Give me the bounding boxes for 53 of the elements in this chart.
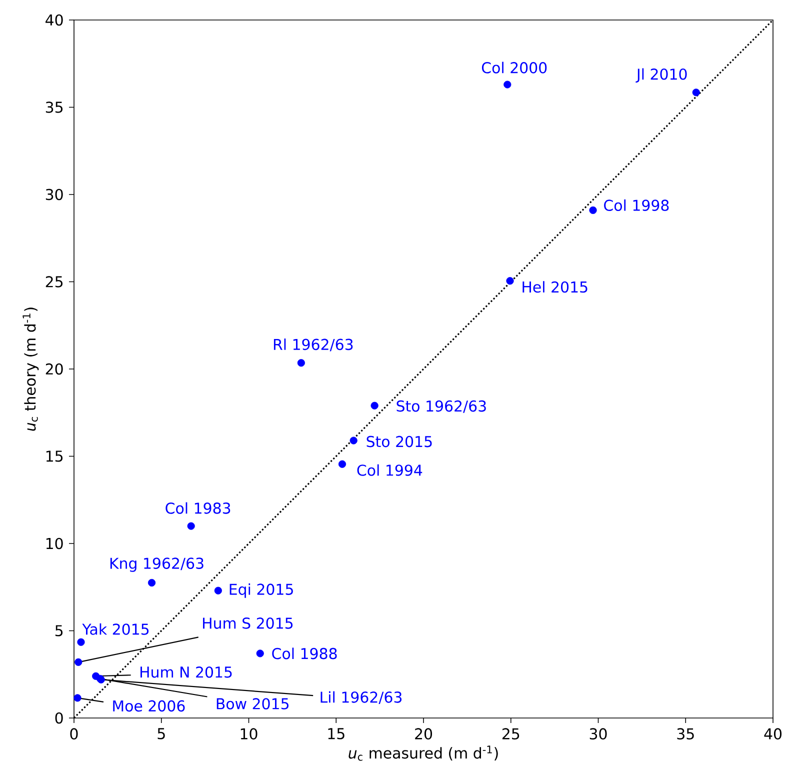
annotation: Bow 2015 — [216, 698, 288, 710]
annotation: Col 1988 — [272, 648, 337, 660]
x-tick-label: 30 — [590, 728, 607, 740]
annotation: Col 1994 — [357, 464, 422, 476]
x-axis-title: u$_{c}$ measured (m d$^{-1}$) — [348, 746, 498, 761]
annotation: Sto 2015 — [366, 436, 432, 448]
point — [504, 80, 512, 88]
x-tick-label: 10 — [240, 728, 258, 740]
point — [256, 650, 264, 658]
point — [148, 578, 156, 587]
annotation: Lil 1962/63 — [320, 691, 402, 704]
y-tick-label: 40 — [46, 14, 63, 26]
point — [506, 277, 514, 285]
x-tick-label: 25 — [502, 728, 520, 740]
x-tick-label: 0 — [70, 728, 78, 740]
x-tick-label: 20 — [415, 728, 432, 740]
y-axis-title: u$_{c}$ theory (m d$^{-1}$) — [22, 308, 39, 431]
x-tick-label: 35 — [677, 728, 694, 740]
annotation: Sto 1962/63 — [396, 400, 486, 413]
annotation: Jl 2010 — [636, 68, 687, 83]
annotation: Col 1983 — [166, 502, 230, 514]
y-tick-label: 25 — [46, 276, 63, 288]
point — [187, 522, 195, 530]
annotation: Moe 2006 — [113, 700, 185, 712]
annotation: Eqi 2015 — [230, 583, 293, 598]
annotation: Yak 2015 — [82, 623, 149, 635]
annotation: Col 1998 — [604, 199, 669, 211]
x-tick-label: 40 — [764, 728, 782, 740]
x-tick-label: 15 — [328, 728, 344, 740]
point — [77, 638, 85, 646]
y-tick-label: 35 — [46, 102, 63, 113]
point — [297, 359, 305, 367]
annotation: Rl 1962/63 — [274, 338, 353, 352]
point — [350, 436, 358, 444]
annotation: Hum N 2015 — [140, 666, 232, 678]
y-tick-label: 20 — [46, 363, 63, 375]
y-tick-label: 30 — [46, 188, 63, 200]
x-tick-label: 5 — [158, 728, 165, 740]
point — [214, 586, 222, 594]
y-tick-label: 0 — [55, 712, 63, 724]
point — [74, 694, 82, 702]
point — [370, 402, 378, 410]
annotation: Hel 2015 — [522, 281, 588, 293]
annotation: Kng 1962/63 — [110, 558, 204, 572]
point — [692, 88, 700, 96]
point — [74, 658, 82, 666]
y-tick-label: 10 — [46, 538, 63, 550]
annotation: Col 2000 — [482, 62, 547, 74]
point — [338, 460, 346, 468]
y-tick-label: 5 — [55, 625, 63, 636]
annotation: Hum S 2015 — [203, 618, 293, 629]
point — [589, 206, 597, 214]
y-tick-label: 15 — [46, 450, 63, 462]
